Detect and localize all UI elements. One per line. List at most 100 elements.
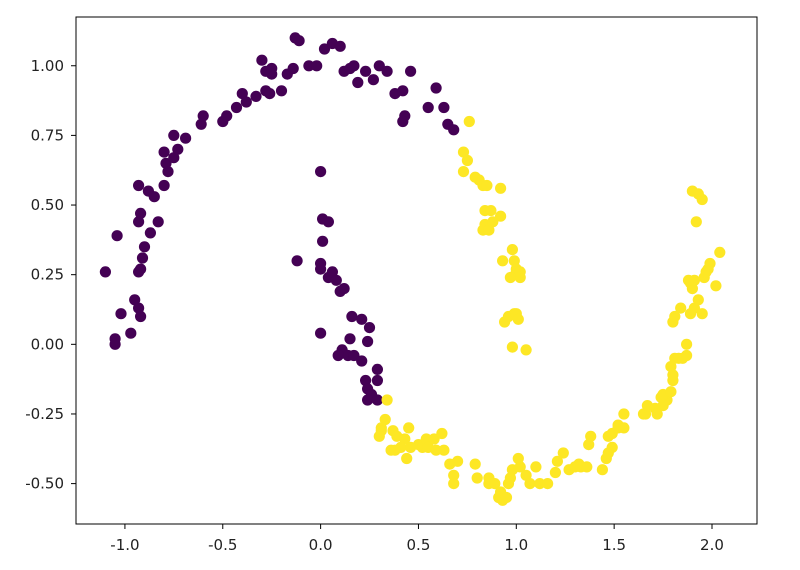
scatter-point-class-0 (172, 143, 184, 155)
y-tick-label: -0.25 (25, 405, 64, 423)
scatter-point-class-1 (381, 394, 393, 406)
scatter-point-class-1 (530, 461, 542, 473)
scatter-point-class-0 (250, 90, 262, 102)
scatter-point-class-0 (397, 85, 409, 97)
scatter-point-class-1 (452, 455, 464, 467)
scatter-point-class-1 (688, 302, 701, 314)
scatter-point-class-1 (499, 316, 511, 328)
scatter-point-class-0 (367, 74, 379, 86)
scatter-point-class-1 (457, 146, 470, 158)
scatter-point-class-0 (362, 335, 374, 348)
scatter-point-class-0 (144, 227, 156, 239)
scatter-point-class-1 (682, 274, 695, 286)
scatter-point-class-1 (448, 478, 460, 490)
scatter-point-class-1 (506, 341, 518, 353)
scatter-point-class-0 (371, 374, 383, 387)
scatter-point-class-0 (438, 101, 450, 114)
scatter-point-class-1 (389, 444, 401, 456)
y-tick-label: -0.50 (25, 475, 64, 493)
y-tick-label: 0.50 (31, 196, 64, 214)
scatter-point-class-1 (379, 413, 391, 426)
x-tick-label: -0.5 (208, 536, 237, 554)
scatter-point-class-0 (138, 241, 151, 253)
scatter-point-class-0 (330, 274, 342, 286)
scatter-point-class-0 (352, 76, 364, 89)
scatter-point-class-1 (373, 430, 385, 442)
x-axis-ticks: -1.0 -0.5 0.0 0.5 1.0 1.5 2.0 (110, 524, 724, 554)
scatter-point-class-0 (381, 65, 393, 77)
scatter-point-class-0 (317, 235, 329, 247)
scatter-point-class-0 (168, 152, 180, 164)
scatter-point-class-1 (399, 433, 411, 445)
scatter-point-class-0 (266, 62, 278, 75)
scatter-point-class-0 (160, 157, 172, 169)
scatter-point-class-0 (363, 322, 376, 334)
scatter-point-class-0 (275, 85, 288, 97)
scatter-point-class-1 (512, 313, 524, 325)
scatter-point-class-1 (714, 246, 726, 258)
scatter-point-class-0 (360, 374, 372, 387)
scatter-point-class-1 (618, 422, 630, 434)
scatter-point-class-0 (135, 207, 147, 219)
scatter-point-class-0 (256, 54, 268, 66)
scatter-point-class-0 (111, 230, 123, 242)
scatter-point-class-0 (158, 179, 170, 192)
scatter-point-class-1 (514, 461, 526, 473)
scatter-point-class-1 (710, 280, 722, 292)
scatter-point-class-0 (430, 82, 442, 94)
scatter-point-class-1 (483, 224, 495, 236)
scatter-point-class-0 (346, 310, 358, 323)
scatter-point-class-0 (448, 124, 460, 136)
scatter-point-class-0 (230, 101, 243, 114)
scatter-point-class-0 (291, 255, 303, 267)
scatter-point-class-1 (403, 422, 415, 434)
scatter-point-class-1 (675, 302, 687, 314)
scatter-point-class-1 (704, 257, 716, 270)
scatter-point-class-1 (520, 344, 532, 356)
scatter-point-class-0 (348, 60, 360, 72)
scatter-point-class-0 (168, 129, 180, 141)
scatter-point-class-1 (557, 447, 569, 459)
scatter-point-class-0 (236, 88, 248, 100)
x-tick-label: -1.0 (110, 536, 139, 554)
scatter-point-class-0 (287, 62, 299, 75)
scatter-point-class-0 (152, 216, 164, 228)
scatter-point-class-1 (665, 386, 677, 398)
scatter-point-class-1 (692, 294, 704, 306)
scatter-point-class-1 (506, 244, 518, 256)
y-tick-label: 0.25 (31, 266, 64, 284)
scatter-point-class-0 (332, 349, 344, 362)
scatter-point-class-1 (524, 478, 536, 490)
scatter-point-class-0 (115, 308, 127, 320)
x-tick-label: 2.0 (700, 536, 724, 554)
scatter-point-class-0 (397, 115, 409, 128)
scatter-point-class-0 (240, 96, 252, 108)
scatter-point-class-1 (542, 478, 554, 490)
scatter-point-class-0 (109, 338, 121, 350)
scatter-point-class-0 (322, 216, 334, 228)
scatter-point-class-1 (457, 166, 470, 178)
scatter-point-class-0 (356, 313, 368, 325)
scatter-point-class-1 (401, 452, 413, 465)
scatter-point-class-0 (315, 257, 327, 270)
scatter-point-class-0 (334, 40, 346, 52)
scatter-point-class-1 (497, 255, 509, 267)
scatter-point-class-1 (436, 427, 448, 440)
scatter-point-class-1 (438, 444, 450, 456)
scatter-point-class-1 (485, 205, 497, 217)
scatter-point-class-0 (293, 35, 305, 47)
scatter-point-class-0 (360, 65, 372, 77)
scatter-point-class-1 (667, 369, 679, 381)
scatter-point-class-0 (135, 310, 147, 323)
scatter-point-class-1 (463, 115, 475, 128)
x-tick-label: 0.0 (309, 536, 333, 554)
scatter-point-class-1 (585, 430, 597, 442)
scatter-point-class-0 (180, 132, 192, 144)
scatter-point-class-0 (221, 110, 233, 122)
scatter-point-class-1 (469, 458, 481, 470)
scatter-point-class-0 (125, 327, 137, 339)
scatter-point-class-0 (362, 394, 374, 406)
scatter-point-class-1 (606, 441, 618, 453)
scatter-point-class-1 (512, 452, 524, 465)
